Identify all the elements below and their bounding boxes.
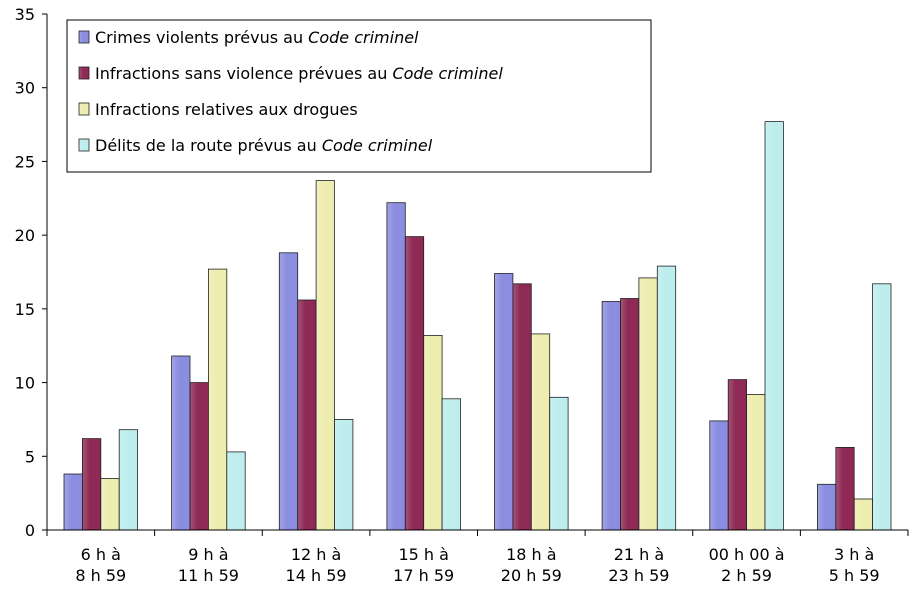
bar [441,398,461,531]
bar [207,268,228,531]
bar [709,420,729,531]
bar [601,301,621,531]
bar [297,299,317,531]
bar [82,438,102,531]
legend-label: Infractions sans violence prévues au Cod… [95,64,503,83]
bar [853,498,874,531]
x-tick-label: 12 h à 14 h 59 [286,545,347,585]
x-tick-label: 21 h à 23 h 59 [608,545,669,585]
bar [746,393,766,531]
legend: Crimes violents prévus au Code criminel I… [66,19,652,173]
y-tick-label: 25 [15,152,35,171]
bars [63,121,892,531]
y-tick-label: 20 [15,226,35,245]
legend-swatch [78,138,90,152]
legend-swatch [78,102,90,116]
legend-box [66,19,652,173]
bar [278,252,299,531]
y-tick-label: 15 [15,300,35,319]
x-tick-label: 9 h à 11 h 59 [178,545,239,585]
bar [638,277,658,531]
bar [100,477,120,531]
bar [423,334,443,531]
bar [118,429,138,531]
y-tick-label: 0 [25,521,35,540]
bar [494,273,514,531]
y-tick-label: 35 [15,5,35,24]
bar [817,483,837,531]
x-tick-label: 15 h à 17 h 59 [393,545,454,585]
legend-swatch [78,30,90,44]
legend-swatch [78,66,90,80]
bar [189,382,209,531]
y-tick-label: 5 [25,447,35,466]
y-tick-label: 10 [15,374,35,393]
legend-label: Crimes violents prévus au Code criminel [95,28,419,47]
bar [727,379,748,531]
bar [872,283,892,531]
bar [620,298,640,531]
y-tick-label: 30 [15,79,35,98]
bar [530,333,551,531]
bar [226,451,246,531]
bar [656,265,677,531]
x-tick-label: 18 h à 20 h 59 [501,545,562,585]
bar [334,418,354,531]
bar [386,202,406,531]
legend-label: Infractions relatives aux drogues [95,100,358,119]
bar [63,473,83,531]
bar [315,180,335,531]
y-axis: 0 5 10 15 20 25 30 35 [15,5,48,540]
bar [404,236,425,531]
bar [171,355,191,531]
bar [835,446,855,531]
bar [549,396,569,531]
bar [512,283,532,531]
bar [764,121,784,531]
legend-label: Délits de la route prévus au Code crimin… [95,136,433,155]
